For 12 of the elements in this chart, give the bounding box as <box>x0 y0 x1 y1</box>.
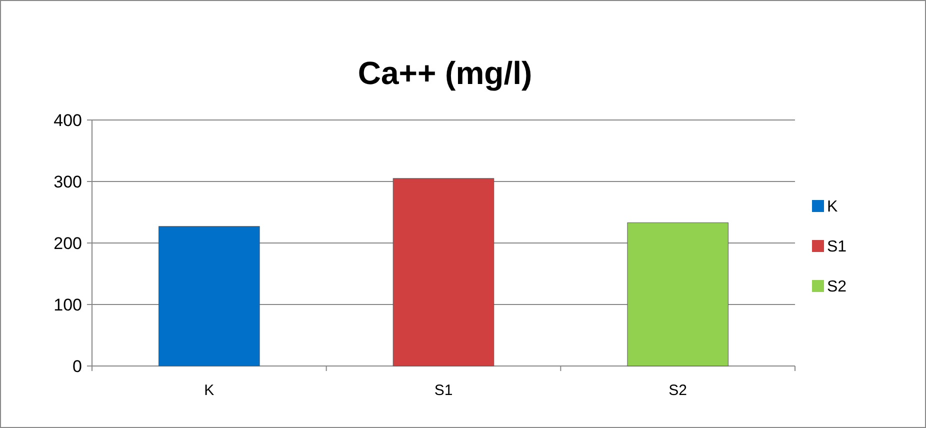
y-tick-label: 0 <box>72 356 82 376</box>
x-tick-label: K <box>204 382 214 399</box>
y-tick-label: 400 <box>54 110 82 130</box>
x-tick-label: S1 <box>434 382 453 399</box>
x-tick-label: S2 <box>668 382 688 399</box>
y-tick-label: 300 <box>54 172 82 192</box>
legend-label: S2 <box>827 278 847 296</box>
y-tick-label: 100 <box>54 295 82 314</box>
legend-label: S1 <box>827 238 847 256</box>
y-tick-label: 200 <box>54 234 82 253</box>
legend-label: K <box>827 198 838 216</box>
chart-title: Ca++ (mg/l) <box>358 55 532 91</box>
